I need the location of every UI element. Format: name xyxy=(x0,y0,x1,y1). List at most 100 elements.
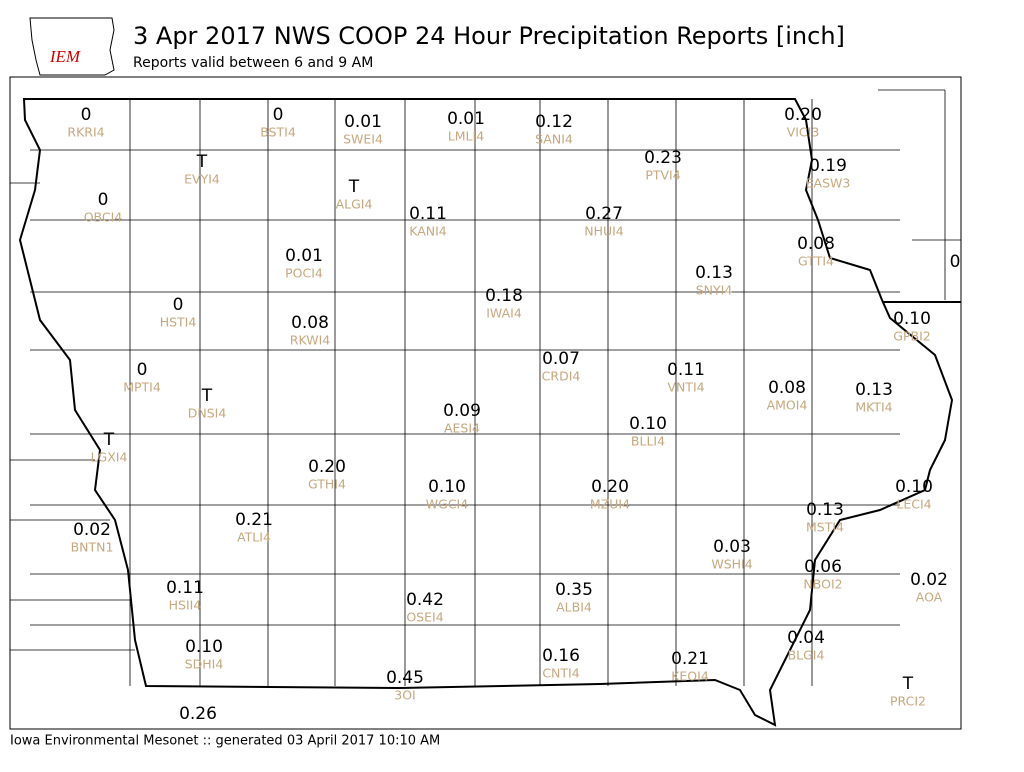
station-value: 0.11 xyxy=(166,578,204,598)
station-id: WGCI4 xyxy=(426,497,468,512)
station-value: 0.45 xyxy=(386,668,424,688)
station-value: 0.01 xyxy=(344,112,382,132)
map xyxy=(9,76,962,730)
station-value: 0.20 xyxy=(784,105,822,125)
station-id: NBOI2 xyxy=(803,577,842,592)
station-value: 0.19 xyxy=(809,156,847,176)
station-value: T xyxy=(103,430,115,450)
station-id: ALGI4 xyxy=(336,197,373,212)
station-value: 0.20 xyxy=(308,457,346,477)
station-id: BSTI4 xyxy=(260,125,296,140)
station-value: 0.16 xyxy=(542,646,580,666)
station-id: BLLI4 xyxy=(631,434,665,449)
logo-shape xyxy=(29,17,115,76)
station-value: 0.01 xyxy=(447,109,485,129)
station-value: 0.02 xyxy=(73,520,111,540)
station-id: CNTI4 xyxy=(542,666,579,681)
station-id: MSTI4 xyxy=(806,520,844,535)
station-value: 0.10 xyxy=(185,637,223,657)
logo-text: IEM xyxy=(49,47,81,66)
station-id: OSEI4 xyxy=(406,610,443,625)
station-value: 0.12 xyxy=(535,112,573,132)
station-id: MPTI4 xyxy=(123,380,161,395)
station-value: 0.06 xyxy=(804,557,842,577)
station-value: 0.13 xyxy=(695,263,733,283)
station-value: 0 xyxy=(273,105,284,125)
station-id: SNYI4 xyxy=(696,283,733,298)
station-id: PTVI4 xyxy=(645,168,680,183)
station-value: 0 xyxy=(81,105,92,125)
station-id: ALBI4 xyxy=(556,600,592,615)
station-id: AESI4 xyxy=(444,421,480,436)
station-id: GTTI4 xyxy=(798,254,834,269)
station-value: 0.21 xyxy=(671,649,709,669)
station-id: NHUI4 xyxy=(584,224,624,239)
station-id: KANI4 xyxy=(409,224,447,239)
station-id: AOA xyxy=(916,590,943,605)
station-value: 0.10 xyxy=(893,309,931,329)
station-id: EASW3 xyxy=(806,176,851,191)
station-id: EVYI4 xyxy=(184,172,220,187)
station-value: 0.18 xyxy=(485,286,523,306)
station-id: SANI4 xyxy=(535,132,573,147)
station-value: 0.23 xyxy=(644,148,682,168)
station-value: 0.10 xyxy=(895,477,933,497)
station-id: BLGI4 xyxy=(788,648,825,663)
station-value: 0.01 xyxy=(285,246,323,266)
station-value: 0.13 xyxy=(855,380,893,400)
county-lines xyxy=(10,89,961,686)
station-value: 0 xyxy=(950,252,961,272)
station-value: 0.08 xyxy=(768,378,806,398)
station-value: 0.04 xyxy=(787,628,825,648)
station-id: 3OI xyxy=(394,688,415,703)
map-frame xyxy=(9,76,962,730)
station-id: LMLI4 xyxy=(448,129,484,144)
station-id: CRDI4 xyxy=(542,369,581,384)
station-id: MKTI4 xyxy=(855,400,892,415)
station-id: VICI3 xyxy=(787,125,820,140)
state-border xyxy=(18,98,954,727)
station-id: ATLI4 xyxy=(237,530,271,545)
station-id: IWAI4 xyxy=(486,306,522,321)
station-value: 0.08 xyxy=(797,234,835,254)
station-id: GTHI4 xyxy=(308,477,346,492)
station-value: T xyxy=(201,386,213,406)
station-id: WSHI4 xyxy=(711,557,752,572)
station-id: OBCI4 xyxy=(84,210,123,225)
station-id: RKRI4 xyxy=(67,125,104,140)
station-value: 0.26 xyxy=(179,704,217,724)
station-value: 0.13 xyxy=(806,500,844,520)
station-value: 0.35 xyxy=(555,580,593,600)
station-id: GPBI2 xyxy=(893,329,930,344)
station-id: AMOI4 xyxy=(767,398,808,413)
station-value: T xyxy=(902,674,914,694)
station-value: T xyxy=(196,152,208,172)
station-id: MZUI4 xyxy=(590,497,630,512)
station-value: 0.09 xyxy=(443,401,481,421)
station-value: 0.02 xyxy=(910,570,948,590)
subtitle: Reports valid between 6 and 9 AM xyxy=(133,55,373,71)
station-value: 0.10 xyxy=(428,477,466,497)
station-id: KEOI4 xyxy=(671,669,709,684)
station-id: HSTI4 xyxy=(160,315,197,330)
station-id: PRCI2 xyxy=(890,694,926,709)
station-id: DNSI4 xyxy=(188,406,227,421)
station-id: VNTI4 xyxy=(667,380,704,395)
station-value: 0.10 xyxy=(629,414,667,434)
station-id: SDHI4 xyxy=(185,657,224,672)
logo: IEM xyxy=(29,17,115,76)
station-value: 0.11 xyxy=(409,204,447,224)
station-id: HSII4 xyxy=(169,598,202,613)
station-value: 0 xyxy=(137,360,148,380)
station-value: 0.08 xyxy=(291,313,329,333)
station-id: POCI4 xyxy=(285,266,323,281)
station-value: 0.21 xyxy=(235,510,273,530)
footer: Iowa Environmental Mesonet :: generated … xyxy=(10,734,440,749)
title: 3 Apr 2017 NWS COOP 24 Hour Precipitatio… xyxy=(133,22,845,50)
station-value: 0.03 xyxy=(713,537,751,557)
station-value: 0 xyxy=(98,190,109,210)
station-value: T xyxy=(348,177,360,197)
station-value: 0.11 xyxy=(667,360,705,380)
station-value: 0 xyxy=(173,295,184,315)
